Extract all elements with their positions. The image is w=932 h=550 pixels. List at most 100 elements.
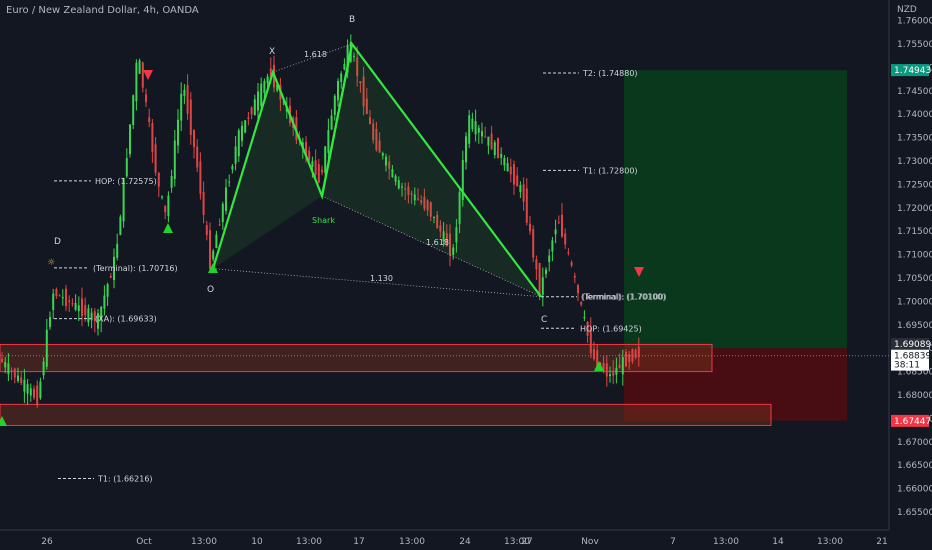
- candle-body: [228, 181, 231, 183]
- level-label: T2: (1.74880): [582, 69, 638, 78]
- y-tick-label: 1.72500: [897, 180, 932, 190]
- candle-body: [551, 240, 554, 252]
- candle-body: [122, 177, 125, 222]
- x-tick-label: 27: [521, 537, 532, 547]
- candle-body: [199, 161, 202, 194]
- candle-body: [404, 188, 407, 190]
- candle-body: [39, 381, 42, 399]
- x-tick-label: 13:00: [817, 537, 843, 547]
- price-badge-text: 1.69089: [894, 340, 931, 350]
- candle-body: [381, 153, 384, 156]
- candle-body: [516, 175, 519, 187]
- candle-body: [481, 131, 483, 137]
- candle-body: [4, 362, 7, 368]
- candle-body: [68, 300, 71, 303]
- candle-body: [269, 68, 272, 80]
- candle-body: [311, 161, 314, 167]
- ratio-line: [212, 268, 542, 298]
- price-badge-bg: [891, 414, 929, 427]
- candle-body: [314, 160, 317, 175]
- candle-body: [7, 363, 10, 375]
- buy-marker: [163, 223, 173, 233]
- candle-body: [519, 185, 522, 193]
- candle-body: [177, 119, 179, 146]
- candle-body: [631, 349, 634, 362]
- price-badge-text: 1.67447: [894, 417, 931, 427]
- candle-body: [570, 262, 573, 266]
- candle-body: [580, 302, 583, 305]
- candle-body: [52, 293, 55, 310]
- candle-body: [593, 349, 595, 359]
- candle-body: [353, 55, 355, 57]
- candle-body: [324, 146, 327, 173]
- candle-body: [282, 101, 285, 103]
- candle-body: [106, 284, 109, 297]
- y-tick-label: 1.75500: [897, 40, 932, 50]
- candle-body: [29, 388, 32, 396]
- x-tick-label: 17: [353, 537, 364, 547]
- candle-body: [125, 158, 128, 177]
- candle-body: [202, 191, 205, 215]
- candle-body: [362, 76, 365, 107]
- candle-body: [458, 191, 461, 224]
- candle-body: [525, 188, 528, 223]
- candle-body: [548, 255, 551, 262]
- buy-marker: [594, 361, 604, 371]
- x-tick-label: 13:00: [296, 537, 322, 547]
- candle-body: [337, 81, 339, 101]
- x-tick-label: 13:00: [504, 537, 530, 547]
- candle-body: [397, 180, 400, 189]
- candle-body: [244, 120, 247, 133]
- candle-body: [615, 367, 618, 375]
- candle-body: [333, 95, 336, 115]
- candle-body: [253, 99, 256, 116]
- candle-body: [500, 153, 503, 158]
- candle-body: [561, 214, 563, 237]
- price-badge: 38:11: [891, 358, 929, 371]
- sell-marker: [634, 267, 644, 277]
- candle-body: [173, 140, 176, 179]
- ratio-line: [272, 43, 353, 73]
- candle-body: [90, 312, 93, 321]
- candle-body: [10, 370, 13, 372]
- y-tick-label: 1.68500: [897, 368, 932, 378]
- candle-body: [260, 83, 263, 107]
- price-badge-bg: [891, 358, 929, 371]
- candle-body: [612, 370, 615, 376]
- x-tick-label: 13:00: [713, 537, 739, 547]
- price-badge-bg: [891, 338, 929, 351]
- candle-body: [161, 196, 163, 198]
- price-badge-text: 1.74943: [894, 66, 931, 76]
- candle-body: [74, 302, 77, 310]
- candle-body: [356, 57, 359, 77]
- candle-body: [532, 229, 535, 258]
- x-tick-label: 10: [251, 537, 263, 547]
- x-tick-label: Nov: [581, 537, 599, 547]
- candle-body: [129, 124, 131, 155]
- candle-body: [250, 107, 253, 115]
- candle-body: [369, 117, 371, 124]
- y-tick-label: 1.71000: [897, 251, 932, 261]
- candle-body: [340, 73, 343, 82]
- candle-body: [522, 184, 525, 202]
- candle-body: [529, 223, 531, 232]
- stop-zone: [624, 348, 847, 421]
- candle-body: [545, 269, 547, 275]
- candle-body: [212, 250, 215, 260]
- candle-body: [1, 358, 3, 362]
- candle-body: [442, 231, 445, 242]
- candle-body: [33, 388, 35, 398]
- y-tick-label: 1.71500: [897, 227, 932, 237]
- candle-body: [170, 175, 173, 188]
- level-label-overlap: (Terminal): (1.70100): [582, 293, 667, 302]
- ratio-line: [321, 195, 542, 298]
- candle-body: [276, 84, 279, 91]
- x-tick-label: 7: [670, 537, 676, 547]
- level-label: (Terminal): (1.70716): [93, 264, 178, 273]
- y-tick-label: 1.70000: [897, 297, 932, 307]
- candle-body: [65, 288, 67, 307]
- candle-body: [343, 64, 346, 70]
- candle-body: [113, 256, 115, 281]
- candle-body: [116, 243, 119, 258]
